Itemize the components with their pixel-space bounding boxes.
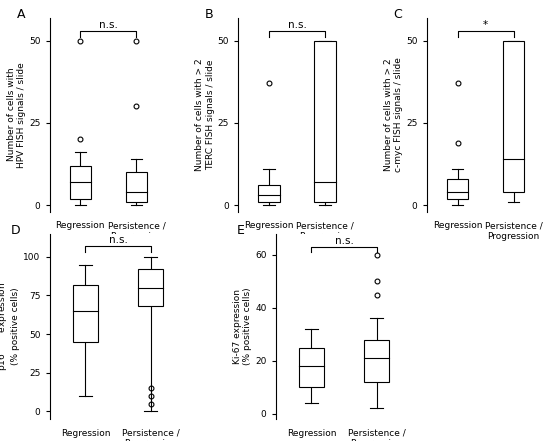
Bar [258, 185, 279, 202]
Text: *: * [483, 20, 488, 30]
Text: n.s.: n.s. [108, 235, 128, 245]
Bar [315, 41, 336, 202]
Bar [503, 41, 524, 192]
Bar [299, 348, 324, 387]
Bar [73, 285, 98, 342]
Text: B: B [205, 8, 214, 21]
Text: D: D [11, 224, 21, 237]
Bar [364, 340, 389, 382]
Bar [70, 166, 91, 198]
Bar [138, 269, 163, 306]
Y-axis label: Number of cells with > 2
c-myc FISH signals / slide: Number of cells with > 2 c-myc FISH sign… [384, 57, 403, 172]
Text: n.s.: n.s. [334, 236, 354, 246]
Text: n.s.: n.s. [288, 20, 306, 30]
Bar [126, 172, 147, 202]
Text: n.s.: n.s. [99, 20, 118, 30]
Y-axis label: Ki-67 expression
(% positive cells): Ki-67 expression (% positive cells) [233, 288, 252, 365]
Y-axis label: Number of cells with
HPV FISH signals / slide: Number of cells with HPV FISH signals / … [7, 62, 26, 168]
Text: C: C [394, 8, 403, 21]
Y-axis label: p16$^{INK4a}$ expression
(% positive cells): p16$^{INK4a}$ expression (% positive cel… [0, 282, 20, 371]
Text: E: E [237, 224, 245, 237]
Text: A: A [16, 8, 25, 21]
Bar [447, 179, 468, 198]
Y-axis label: Number of cells with > 2
TERC FISH signals / slide: Number of cells with > 2 TERC FISH signa… [195, 58, 215, 171]
